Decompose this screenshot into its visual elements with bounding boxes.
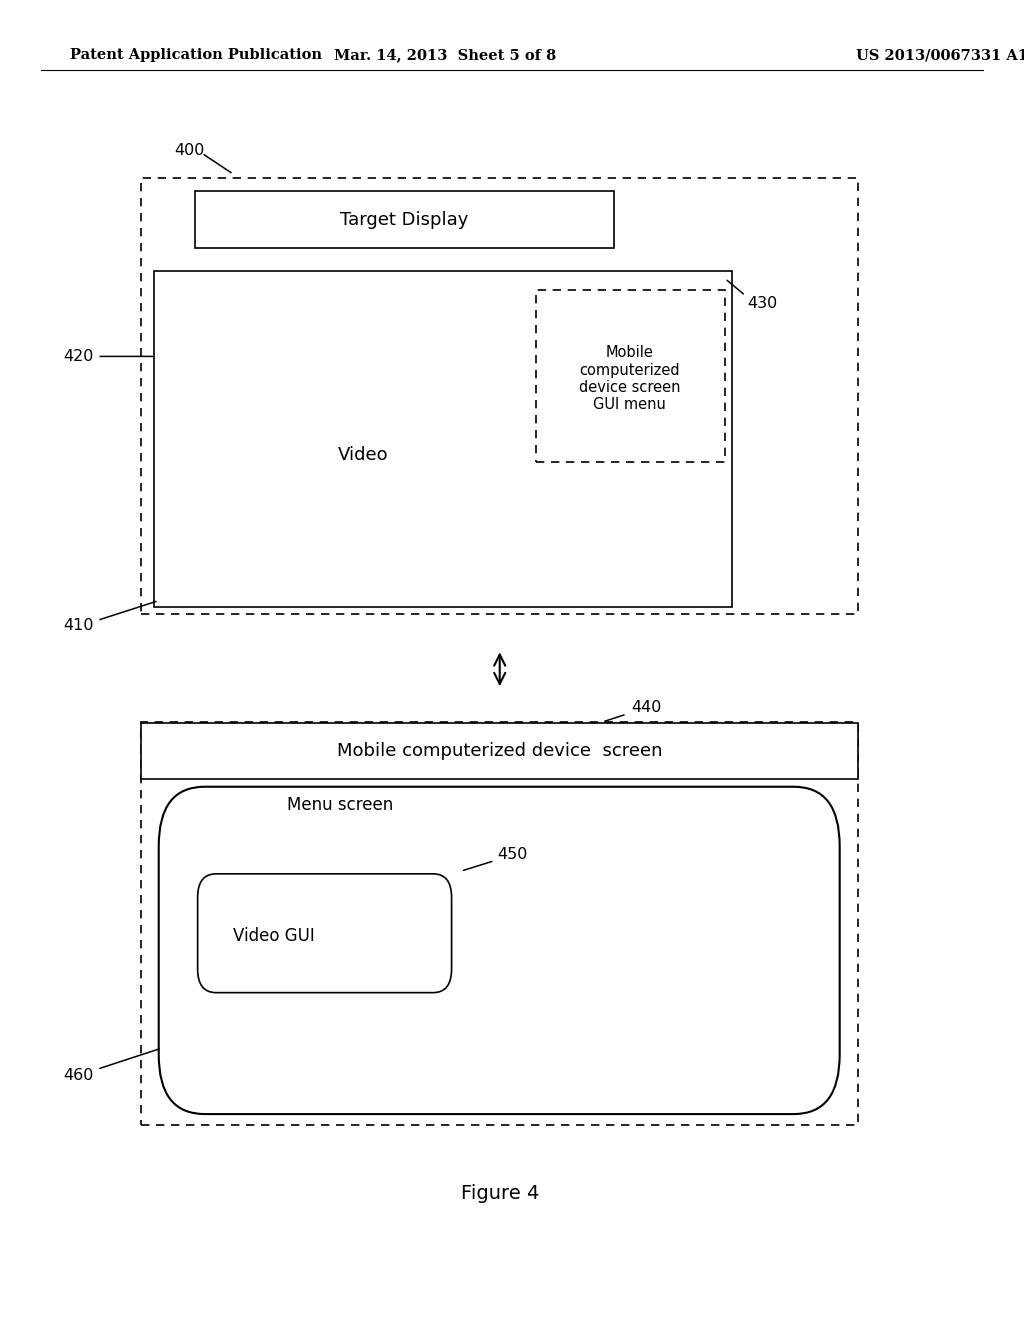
Text: 410: 410 (63, 618, 94, 634)
Bar (154, 271, 732, 607)
Text: Menu screen: Menu screen (287, 796, 393, 814)
Text: Figure 4: Figure 4 (461, 1184, 539, 1203)
Text: 460: 460 (63, 1068, 94, 1084)
Text: Mobile computerized device  screen: Mobile computerized device screen (337, 742, 663, 760)
Bar (536, 290, 725, 462)
Text: 400: 400 (174, 143, 205, 158)
Text: Video: Video (338, 446, 389, 465)
Text: Mar. 14, 2013  Sheet 5 of 8: Mar. 14, 2013 Sheet 5 of 8 (334, 49, 557, 62)
Bar (195, 191, 614, 248)
Bar (141, 723, 858, 779)
FancyBboxPatch shape (198, 874, 452, 993)
Text: Mobile
computerized
device screen
GUI menu: Mobile computerized device screen GUI me… (579, 346, 681, 412)
FancyBboxPatch shape (159, 787, 840, 1114)
Bar (141, 722, 858, 1125)
Text: Patent Application Publication: Patent Application Publication (70, 49, 322, 62)
Text: 450: 450 (498, 846, 528, 862)
Bar (141, 178, 858, 614)
Text: 440: 440 (631, 700, 662, 715)
Text: Video GUI: Video GUI (232, 927, 314, 945)
Text: 420: 420 (63, 348, 94, 364)
Text: US 2013/0067331 A1: US 2013/0067331 A1 (856, 49, 1024, 62)
Text: 430: 430 (748, 296, 778, 312)
Text: Target Display: Target Display (340, 211, 469, 228)
